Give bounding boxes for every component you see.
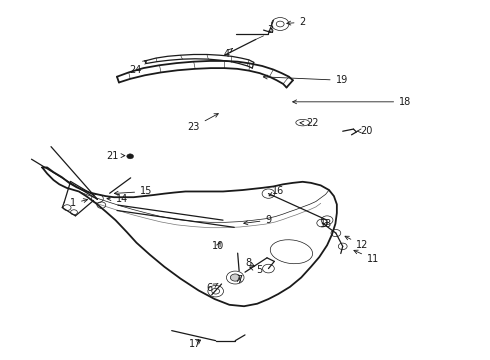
Text: 7: 7 (236, 275, 242, 285)
Text: 12: 12 (345, 236, 368, 250)
Text: 1: 1 (70, 198, 88, 208)
Text: 5: 5 (250, 265, 263, 275)
Text: 14: 14 (107, 194, 128, 204)
Text: 24: 24 (129, 60, 147, 75)
Text: 22: 22 (300, 118, 318, 128)
Text: 18: 18 (293, 97, 412, 107)
Circle shape (230, 274, 240, 281)
Text: 19: 19 (263, 75, 348, 85)
Text: 6: 6 (207, 283, 218, 293)
Text: 20: 20 (357, 126, 372, 135)
Text: 3: 3 (268, 25, 273, 35)
Text: 21: 21 (106, 150, 125, 161)
Text: 11: 11 (354, 250, 379, 264)
Text: 13: 13 (319, 219, 332, 229)
Text: 4: 4 (223, 48, 232, 59)
Text: 9: 9 (244, 215, 271, 225)
Text: 17: 17 (189, 339, 201, 349)
Circle shape (127, 154, 134, 159)
Text: 2: 2 (287, 17, 306, 27)
Text: 10: 10 (212, 241, 224, 251)
Text: 15: 15 (114, 186, 152, 197)
Text: 23: 23 (188, 114, 218, 132)
Text: 8: 8 (246, 258, 255, 268)
Text: 16: 16 (269, 186, 284, 197)
